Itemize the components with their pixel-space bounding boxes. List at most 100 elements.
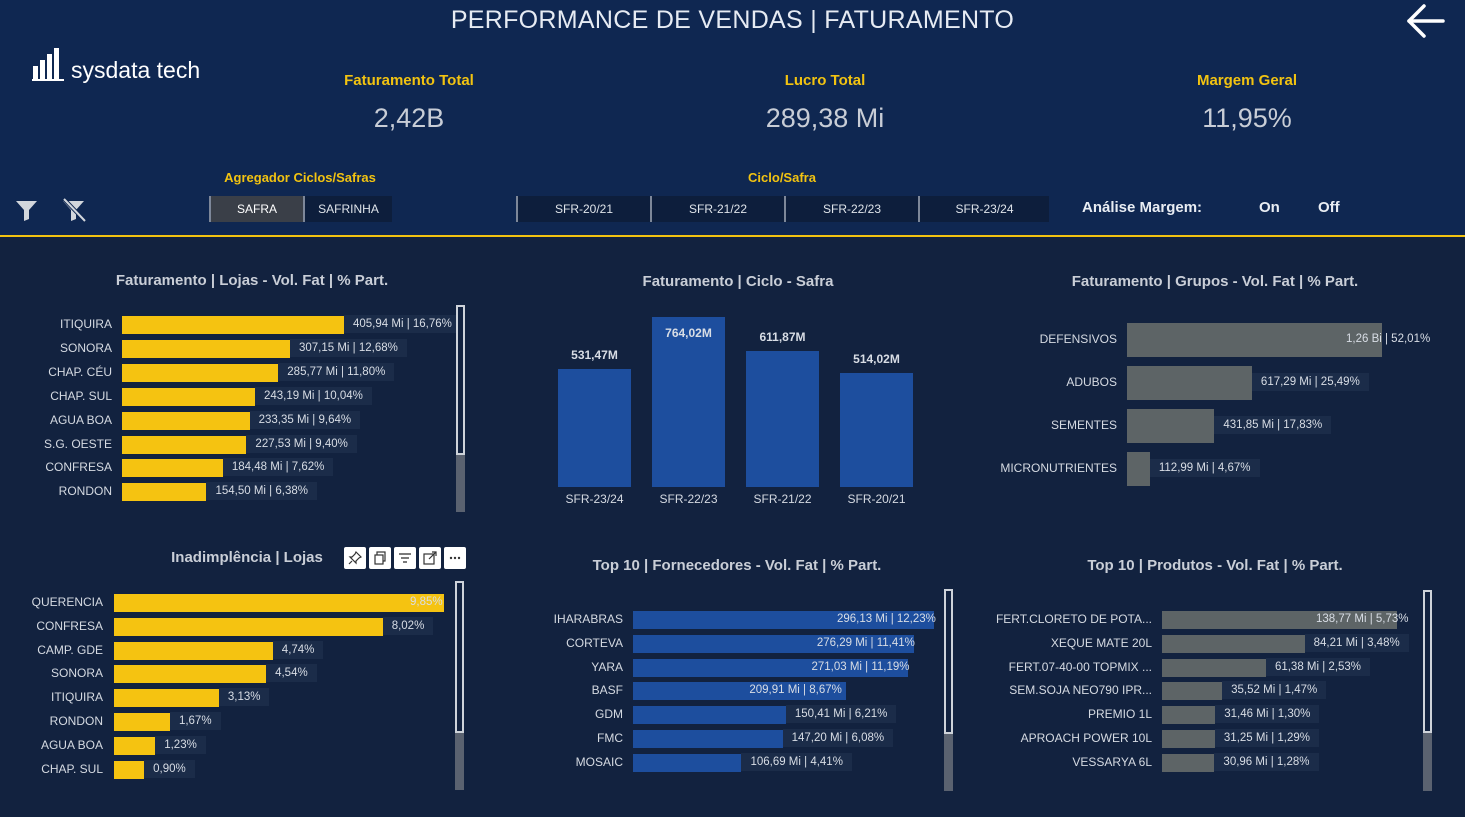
kpi-value: 289,38 Mi bbox=[765, 103, 885, 133]
slicer-option-safra[interactable]: SAFRA bbox=[209, 196, 303, 222]
bar bbox=[1162, 706, 1216, 725]
slicer-option-sfr-20-21[interactable]: SFR-20/21 bbox=[516, 196, 650, 222]
bar bbox=[1127, 452, 1150, 486]
data-label: 764,02M bbox=[665, 326, 712, 340]
scrollbar-inadimplencia[interactable] bbox=[455, 581, 464, 790]
bar bbox=[114, 665, 267, 684]
data-label: 1,23% bbox=[155, 735, 206, 754]
more-options-icon[interactable] bbox=[444, 547, 466, 569]
page-title: PERFORMANCE DE VENDAS | FATURAMENTO bbox=[450, 6, 1015, 34]
kpi-lucro-total: Lucro Total 289,38 Mi bbox=[695, 72, 955, 134]
bar bbox=[122, 459, 223, 478]
data-label: 3,13% bbox=[218, 688, 270, 707]
filter-clear-icon[interactable] bbox=[62, 197, 87, 223]
margin-on-toggle[interactable]: On bbox=[1259, 199, 1280, 216]
kpi-value: 11,95% bbox=[1202, 103, 1292, 133]
data-label: 35,52 Mi | 1,47% bbox=[1222, 681, 1327, 700]
margin-analysis-label: Análise Margem: bbox=[1082, 199, 1203, 216]
slicer-option-safrinha[interactable]: SAFRINHA bbox=[303, 196, 392, 222]
chart-title-fornecedores: Top 10 | Fornecedores - Vol. Fat | % Par… bbox=[592, 557, 882, 574]
chart-title-produtos: Top 10 | Produtos - Vol. Fat | % Part. bbox=[1087, 557, 1343, 574]
bar bbox=[1127, 409, 1215, 443]
category-label: SONORA bbox=[59, 340, 112, 355]
category-label: SFR-21/22 bbox=[753, 492, 812, 506]
focus-mode-icon[interactable] bbox=[419, 547, 441, 569]
scrollbar-lojas[interactable] bbox=[456, 305, 465, 512]
bar bbox=[633, 658, 909, 677]
kpi-faturamento-total: Faturamento Total 2,42B bbox=[279, 72, 539, 134]
chart-title-faturamento-lojas: Faturamento | Lojas - Vol. Fat | % Part. bbox=[115, 272, 389, 289]
slicer-option-sfr-23-24[interactable]: SFR-23/24 bbox=[918, 196, 1049, 222]
bar bbox=[1127, 366, 1252, 400]
slicer-option-sfr-21-22[interactable]: SFR-21/22 bbox=[650, 196, 784, 222]
bar bbox=[122, 387, 255, 406]
data-label: 0,90% bbox=[144, 759, 195, 778]
chart-title-inadimplencia: Inadimplência | Lojas bbox=[171, 549, 323, 566]
kpi-label: Faturamento Total bbox=[344, 72, 474, 89]
data-label: 138,77 Mi | 5,73% bbox=[1316, 613, 1409, 625]
category-label: CHAP. SUL bbox=[41, 761, 103, 776]
category-label: SEM.SOJA NEO790 IPR... bbox=[1009, 683, 1152, 698]
category-label: SFR-20/21 bbox=[847, 492, 906, 506]
category-label: CHAP. SUL bbox=[50, 388, 112, 403]
category-label: ITIQUIRA bbox=[50, 690, 103, 705]
margin-off-toggle[interactable]: Off bbox=[1318, 199, 1340, 216]
data-label: 1,67% bbox=[169, 712, 221, 730]
bar-chart-logo-icon bbox=[32, 48, 64, 81]
copy-icon[interactable] bbox=[369, 547, 391, 569]
category-label: GDM bbox=[595, 707, 623, 722]
data-label: 617,29 Mi | 25,49% bbox=[1251, 373, 1369, 391]
bar bbox=[1162, 611, 1397, 629]
brand-name: sysdata tech bbox=[71, 57, 201, 83]
category-label: AGUA BOA bbox=[40, 737, 103, 752]
category-label: ADUBOS bbox=[1066, 375, 1117, 389]
bar bbox=[114, 617, 383, 636]
bar bbox=[633, 706, 786, 725]
data-label: 184,48 Mi | 7,62% bbox=[222, 458, 334, 477]
arrow-left-icon[interactable] bbox=[1405, 2, 1445, 40]
filter-lines-icon[interactable] bbox=[394, 547, 416, 569]
bar bbox=[114, 689, 219, 708]
pin-icon[interactable] bbox=[344, 547, 366, 569]
bar bbox=[1162, 634, 1305, 653]
scrollbar-produtos[interactable] bbox=[1423, 590, 1432, 791]
category-label: S.G. OESTE bbox=[43, 436, 112, 451]
aggregator-slicer-title: Agregador Ciclos/Safras bbox=[224, 170, 376, 185]
scrollbar-fornecedores[interactable] bbox=[944, 589, 953, 791]
category-label: QUERENCIA bbox=[31, 595, 103, 609]
data-label: 271,03 Mi | 11,19% bbox=[811, 660, 910, 673]
category-label: VESSARYA 6L bbox=[1072, 754, 1152, 769]
category-label: MICRONUTRIENTES bbox=[1000, 461, 1117, 475]
scrollbar-thumb[interactable] bbox=[455, 581, 464, 733]
data-label: 147,20 Mi | 6,08% bbox=[782, 729, 894, 747]
dashboard-header: PERFORMANCE DE VENDAS | FATURAMENTO sysd… bbox=[0, 0, 1465, 237]
bar bbox=[558, 368, 631, 487]
data-label: 106,69 Mi | 4,41% bbox=[741, 752, 852, 771]
bar bbox=[114, 736, 156, 755]
category-label: FMC bbox=[597, 731, 623, 745]
data-label: 514,02M bbox=[853, 351, 900, 366]
scrollbar-thumb[interactable] bbox=[456, 305, 465, 455]
scrollbar-thumb[interactable] bbox=[1423, 590, 1432, 733]
category-label: CONFRESA bbox=[36, 618, 103, 633]
scrollbar-thumb[interactable] bbox=[944, 589, 953, 734]
category-label: YARA bbox=[591, 659, 623, 674]
slicer-option-sfr-22-23[interactable]: SFR-22/23 bbox=[784, 196, 918, 222]
category-label: MOSAIC bbox=[575, 754, 623, 769]
bar bbox=[652, 317, 725, 487]
bar bbox=[114, 760, 145, 779]
bar bbox=[122, 411, 250, 430]
filter-icon[interactable] bbox=[15, 198, 39, 222]
bar bbox=[840, 372, 913, 487]
kpi-value: 2,42B bbox=[373, 103, 445, 133]
data-label: 431,85 Mi | 17,83% bbox=[1214, 416, 1332, 434]
category-label: CAMP. GDE bbox=[37, 642, 103, 657]
category-label: CHAP. CÉU bbox=[48, 364, 112, 379]
bar bbox=[114, 594, 444, 612]
category-label: ITIQUIRA bbox=[59, 317, 112, 331]
bar bbox=[122, 483, 207, 502]
data-label: 276,29 Mi | 11,41% bbox=[816, 636, 915, 649]
cycle-slicer-title: Ciclo/Safra bbox=[748, 170, 816, 185]
data-label: 61,38 Mi | 2,53% bbox=[1265, 657, 1371, 676]
category-label: SFR-23/24 bbox=[565, 492, 624, 506]
